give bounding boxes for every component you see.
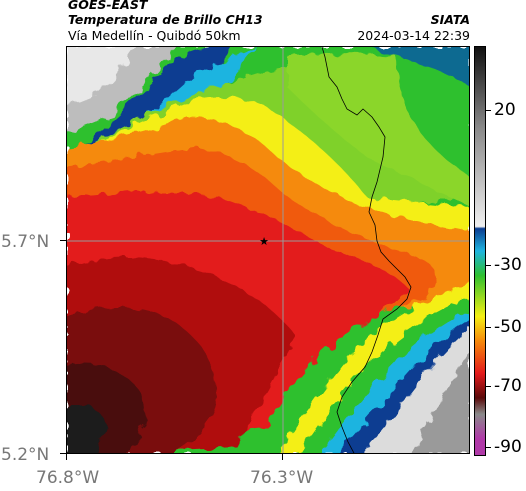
colorbar-label-minus90: -90	[494, 437, 522, 457]
lat-tick	[60, 453, 66, 454]
colorbar-label-minus70: -70	[494, 376, 522, 396]
location-star-icon: ★	[259, 235, 269, 248]
satellite-title: GOES-EAST	[68, 0, 148, 12]
colorbar-label-minus50: -50	[494, 317, 522, 337]
lat-label-5-7: 5.7°N	[1, 232, 50, 252]
region-subtitle: Vía Medellín - Quibdó 50km	[68, 28, 241, 43]
colorbar-label-minus30: -30	[494, 255, 522, 275]
satellite-map[interactable]: ★	[66, 46, 470, 454]
lon-label-76-8: 76.8°W	[36, 468, 100, 488]
lat-tick	[60, 240, 66, 241]
lon-tick	[66, 454, 67, 460]
colorbar-tick	[486, 265, 491, 266]
colorbar-tick	[486, 110, 491, 111]
datetime-label: 2024-03-14 22:39	[357, 28, 470, 43]
lon-tick	[282, 454, 283, 460]
department-border	[321, 47, 412, 453]
colorbar-label-20: 20	[494, 100, 516, 120]
product-title: Temperatura de Brillo CH13	[68, 12, 263, 27]
colorbar-tick	[486, 447, 491, 448]
lat-label-5-2: 5.2°N	[1, 445, 50, 465]
brightness-temperature-field: ★	[67, 47, 469, 453]
agency-label: SIATA	[430, 12, 470, 27]
colorbar-tick	[486, 327, 491, 328]
temperature-colorbar	[474, 46, 486, 456]
colorbar-tick	[486, 386, 491, 387]
lon-label-76-3: 76.3°W	[250, 468, 314, 488]
